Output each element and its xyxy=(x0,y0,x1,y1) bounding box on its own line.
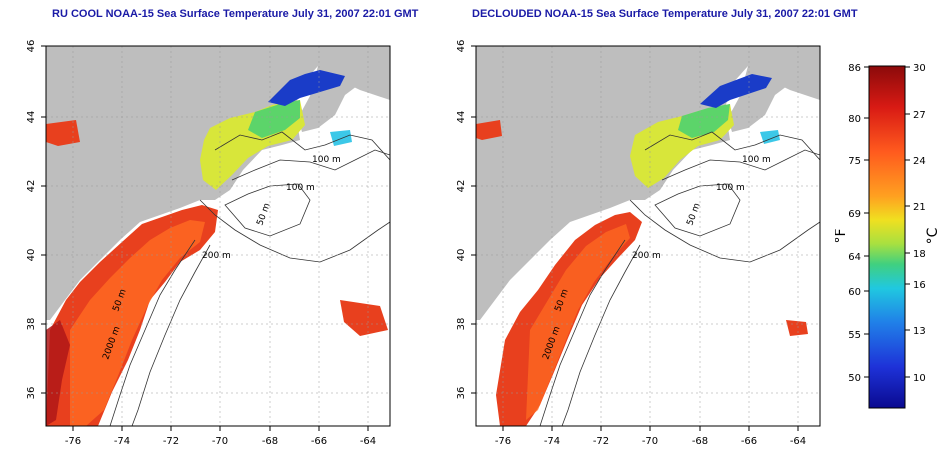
sst-cold-region xyxy=(700,74,772,108)
sst-cyan-patch xyxy=(330,130,352,146)
lon-tick-label: -68 xyxy=(262,436,278,447)
lon-tick-label: -64 xyxy=(790,436,806,447)
left-map[interactable]: 100 m 100 m 50 m 200 m 50 m 2000 m -76 -… xyxy=(0,0,400,460)
contour-label: 200 m xyxy=(202,251,231,261)
celsius-label: °C xyxy=(925,227,941,244)
lon-tick-label: -70 xyxy=(642,436,658,447)
lon-tick-label: -74 xyxy=(114,436,130,447)
graticule xyxy=(476,46,820,426)
graticule xyxy=(46,46,390,426)
lon-tick-label: -74 xyxy=(544,436,560,447)
contour-label: 100 m xyxy=(312,155,341,165)
lat-tick-label: 46 xyxy=(26,40,37,53)
lon-tick-label: -66 xyxy=(741,436,757,447)
fahrenheit-label: °F xyxy=(835,228,849,243)
contour-label: 100 m xyxy=(286,183,315,193)
lat-tick-label: 36 xyxy=(456,387,467,400)
c-tick-label: 16 xyxy=(913,280,926,291)
lat-tick-label: 44 xyxy=(26,111,37,124)
lon-tick-label: -70 xyxy=(212,436,228,447)
lon-tick-label: -76 xyxy=(65,436,81,447)
c-tick-label: 13 xyxy=(913,326,926,337)
c-tick-label: 27 xyxy=(913,110,926,121)
f-tick-label: 50 xyxy=(848,373,861,384)
right-panel-title: DECLOUDED NOAA-15 Sea Surface Temperatur… xyxy=(472,8,858,20)
lon-tick-label: -66 xyxy=(311,436,327,447)
lat-tick-label: 42 xyxy=(26,180,37,193)
contour-label: 100 m xyxy=(742,155,771,165)
lat-tick-label: 40 xyxy=(456,249,467,262)
sst-gulf-green xyxy=(248,100,300,138)
f-tick-label: 86 xyxy=(848,63,861,74)
bathymetry-contours xyxy=(109,131,390,426)
colorbar-gradient xyxy=(868,65,906,409)
sst-coastal-dark xyxy=(46,320,70,426)
bathymetry-contours xyxy=(539,131,820,426)
c-tick-label: 30 xyxy=(913,63,926,74)
sst-warm-band xyxy=(70,220,205,426)
left-panel-title: RU COOL NOAA-15 Sea Surface Temperature … xyxy=(52,8,419,20)
f-tick-label: 64 xyxy=(848,252,861,263)
lat-tick-label: 38 xyxy=(26,318,37,331)
contour-label: 200 m xyxy=(632,251,661,261)
lat-tick-label: 44 xyxy=(456,111,467,124)
lat-tick-label: 36 xyxy=(26,387,37,400)
lon-tick-label: -76 xyxy=(495,436,511,447)
temperature-colorbar: 86 80 75 69 64 60 55 50 30 27 24 21 18 1… xyxy=(835,63,941,409)
lat-tick-label: 40 xyxy=(26,249,37,262)
lon-tick-label: -72 xyxy=(593,436,609,447)
c-tick-label: 24 xyxy=(913,156,926,167)
lat-tick-label: 38 xyxy=(456,318,467,331)
sst-offshore-patch-2 xyxy=(46,120,80,146)
right-map[interactable]: 100 m 100 m 50 m 200 m 50 m 2000 m -76 -… xyxy=(430,0,830,460)
f-tick-label: 60 xyxy=(848,287,861,298)
lon-tick-label: -72 xyxy=(163,436,179,447)
lat-tick-label: 46 xyxy=(456,40,467,53)
sst-cyan-patch xyxy=(760,130,780,144)
lon-tick-label: -68 xyxy=(692,436,708,447)
f-tick-label: 75 xyxy=(848,156,861,167)
f-tick-label: 55 xyxy=(848,330,861,341)
lat-tick-label: 42 xyxy=(456,180,467,193)
c-tick-label: 10 xyxy=(913,373,926,384)
sst-gulf-green xyxy=(678,104,730,138)
sst-offshore-patch-2 xyxy=(476,120,502,140)
c-tick-label: 18 xyxy=(913,249,926,260)
sst-offshore-patch xyxy=(340,300,388,336)
f-tick-label: 69 xyxy=(848,209,861,220)
sst-cold-region xyxy=(268,70,345,106)
c-tick-label: 21 xyxy=(913,202,926,213)
lon-tick-label: -64 xyxy=(360,436,376,447)
contour-label: 100 m xyxy=(716,183,745,193)
f-tick-label: 80 xyxy=(848,114,861,125)
